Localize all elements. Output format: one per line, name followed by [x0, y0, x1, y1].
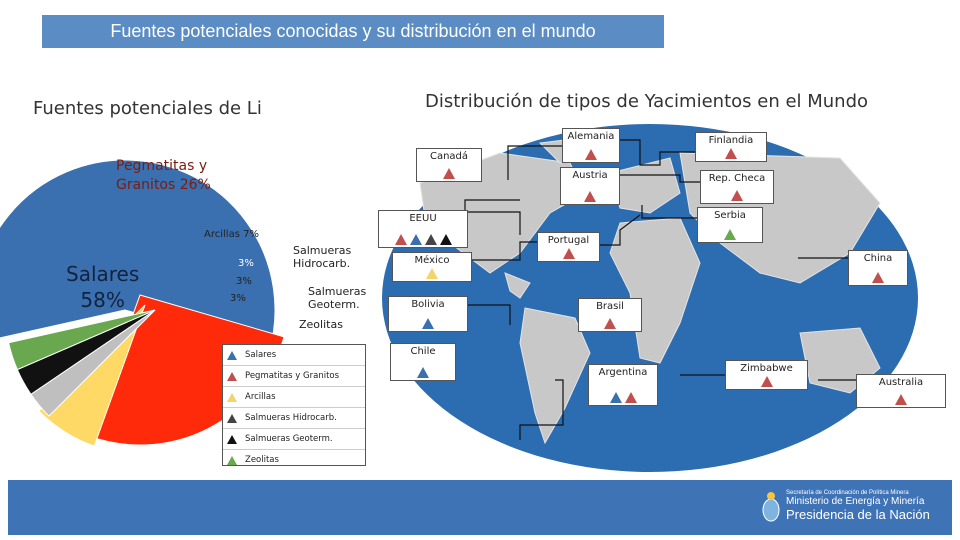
pie-label-geoterm-name: Salmueras Geoterm.: [308, 285, 367, 311]
pegmatitas-triangle-icon: [895, 394, 907, 405]
pie-title: Fuentes potenciales de Li: [33, 98, 262, 119]
country-box-china: China: [848, 250, 908, 286]
pegmatitas-triangle-icon: [584, 191, 596, 202]
salares-triangle-icon: [409, 234, 422, 245]
hidro-triangle-icon: [424, 234, 437, 245]
country-label: México: [414, 255, 450, 266]
country-box-finlandia: Finlandia: [695, 132, 767, 162]
salares-triangle-icon: [422, 318, 434, 329]
central-america-shape: [504, 272, 531, 299]
country-label: Finlandia: [708, 135, 754, 146]
pie-label-hidro-name: Salmueras Hidrocarb.: [293, 244, 352, 270]
legend-arcillas-triangle-icon: [227, 392, 237, 402]
country-box-austria: Austria: [560, 167, 620, 205]
legend-label: Salmueras Hidrocarb.: [245, 413, 337, 423]
pie-slice-salares: [0, 159, 276, 353]
country-box-serbia: Serbia: [697, 207, 763, 243]
legend-item-hidro: Salmueras Hidrocarb.: [223, 408, 365, 429]
country-label: Austria: [572, 170, 608, 181]
country-box-australia: Australia: [856, 374, 946, 408]
pie-slice-zeolitas: [8, 309, 156, 371]
footer-line3: Presidencia de la Nación: [786, 507, 930, 522]
legend: Salares Pegmatitas y Granitos Arcillas Salm…: [222, 344, 366, 466]
legend-label: Arcillas: [245, 392, 276, 402]
legend-item-salares: Salares: [223, 345, 365, 366]
pie-label-arcillas: Arcillas 7%: [204, 229, 259, 240]
pegmatitas-triangle-icon: [562, 248, 575, 259]
pegmatitas-triangle-icon: [443, 168, 455, 179]
page-title: Fuentes potenciales conocidas y su distr…: [42, 15, 664, 48]
geoterm-triangle-icon: [439, 234, 452, 245]
legend-geoterm-triangle-icon: [227, 434, 237, 444]
legend-label: Salmueras Geoterm.: [245, 434, 333, 444]
country-box-alemania: Alemania: [562, 128, 620, 163]
country-box-m-xico: México: [392, 252, 472, 282]
country-label: Chile: [410, 346, 436, 357]
connector-lines: [434, 139, 856, 440]
pegmatitas-triangle-icon: [394, 234, 407, 245]
country-label: Brasil: [596, 301, 624, 312]
pegmatitas-triangle-icon: [624, 392, 637, 403]
country-box-brasil: Brasil: [578, 298, 642, 332]
legend-item-zeolitas: Zeolitas: [223, 450, 365, 470]
country-box-portugal: Portugal: [537, 232, 600, 262]
arcillas-triangle-icon: [426, 268, 438, 279]
country-box-eeuu: EEUU: [378, 210, 468, 248]
pegmatitas-triangle-icon: [585, 149, 597, 160]
country-label: Argentina: [598, 367, 648, 378]
legend-item-pegmatitas: Pegmatitas y Granitos: [223, 366, 365, 387]
country-label: Australia: [878, 377, 924, 388]
country-box-bolivia: Bolivia: [388, 296, 468, 332]
legend-item-arcillas: Arcillas: [223, 387, 365, 408]
footer-line2: Ministerio de Energía y Minería: [786, 496, 925, 507]
pegmatitas-triangle-icon: [604, 318, 616, 329]
country-label: Serbia: [714, 210, 746, 221]
salares-triangle-icon: [609, 392, 622, 403]
country-label: China: [863, 253, 893, 264]
legend-salares-triangle-icon: [227, 350, 237, 360]
pie-label-zeolitas-name: Zeolitas: [299, 318, 343, 331]
legend-label: Salares: [245, 350, 277, 360]
footer-line1: Secretaría de Coordinación de Política M…: [786, 490, 909, 496]
country-label: Bolivia: [411, 299, 445, 310]
country-box-chile: Chile: [390, 343, 456, 381]
footer-text: Secretaría de Coordinación de Política M…: [786, 490, 930, 522]
pegmatitas-triangle-icon: [731, 190, 743, 201]
legend-zeolitas-triangle-icon: [227, 455, 237, 465]
legend-pegmatitas-triangle-icon: [227, 371, 237, 381]
country-label: Portugal: [547, 235, 590, 246]
pie-label-salares: Salares 58%: [66, 262, 140, 312]
pie-label-hidro-pct: 3%: [238, 258, 254, 269]
africa-shape: [609, 217, 701, 364]
country-box-zimbabwe: Zimbabwe: [725, 360, 808, 390]
country-label: Rep. Checa: [708, 173, 766, 184]
pie-label-geoterm-pct: 3%: [236, 276, 252, 287]
country-label: Zimbabwe: [740, 363, 793, 374]
pegmatitas-triangle-icon: [725, 148, 737, 159]
country-box-argentina: Argentina: [588, 364, 658, 406]
legend-item-geoterm: Salmueras Geoterm.: [223, 429, 365, 450]
pie-label-pegmatitas: Pegmatitas y Granitos 26%: [116, 158, 211, 193]
country-label: Alemania: [567, 131, 615, 142]
legend-hidro-triangle-icon: [227, 413, 237, 423]
map-title: Distribución de tipos de Yacimientos en …: [425, 91, 869, 112]
legend-label: Zeolitas: [245, 455, 279, 465]
country-label: EEUU: [409, 213, 437, 224]
country-box-canad-: Canadá: [416, 148, 482, 182]
zeolitas-triangle-icon: [724, 229, 736, 240]
legend-label: Pegmatitas y Granitos: [245, 371, 340, 381]
country-label: Canadá: [429, 151, 469, 162]
coat-of-arms-icon: [762, 492, 780, 522]
country-box-rep-checa: Rep. Checa: [700, 170, 774, 204]
footer-bar: [8, 480, 952, 535]
pegmatitas-triangle-icon: [872, 272, 884, 283]
salares-triangle-icon: [417, 367, 429, 378]
pegmatitas-triangle-icon: [760, 376, 773, 387]
pie-label-zeolitas-pct: 3%: [230, 293, 246, 304]
